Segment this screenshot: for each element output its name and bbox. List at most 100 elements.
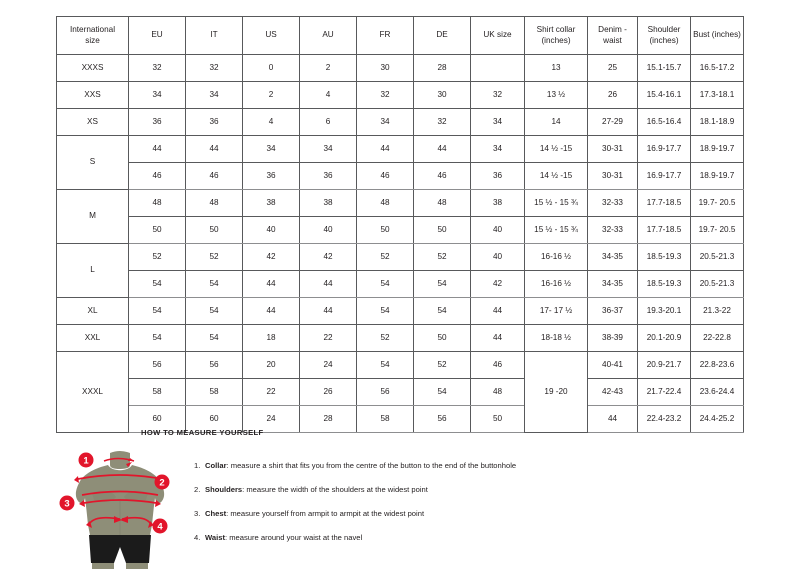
cell-de: 56	[413, 405, 471, 433]
cell-denim: 26	[587, 81, 638, 109]
cell-fr: 50	[356, 216, 414, 244]
measure-arrowtail-waist-right	[148, 521, 154, 528]
cell-size: XXXS	[56, 54, 129, 82]
table-row: XXS 34 34 2 4 32 30 32 13 ½ 26 15.4-16.1…	[56, 81, 744, 109]
table-row: XS 36 36 4 6 34 32 34 14 27-29 16.5-16.4…	[56, 108, 744, 136]
cell-denim: 25	[587, 54, 638, 82]
measure-arrowtail-waist-left	[86, 521, 92, 528]
measurement-figure-container: 1 2 3 4	[56, 443, 186, 571]
cell-uk	[470, 54, 525, 82]
cell-shoulder: 21.7-22.4	[637, 378, 691, 406]
cell-size-group: L	[56, 243, 129, 298]
cell-uk: 46	[470, 351, 525, 379]
cell-shoulder: 16.5-16.4	[637, 108, 691, 136]
cell-us: 40	[242, 216, 300, 244]
measure-arrowhead-collar-a	[128, 458, 134, 461]
cell-collar: 13 ½	[524, 81, 588, 109]
figure-shorts	[89, 535, 151, 563]
cell-it: 50	[185, 216, 243, 244]
cell-shoulder: 19.3-20.1	[637, 297, 691, 325]
cell-uk: 48	[470, 378, 525, 406]
cell-it: 54	[185, 270, 243, 298]
cell-bust: 16.5-17.2	[690, 54, 744, 82]
table-row: 60 60 24 28 58 56 50 44 22.4-23.2 24.4-2…	[57, 405, 744, 433]
column-header-international-size: International size	[56, 16, 129, 55]
table-row: XXL 54 54 18 22 52 50 44 18-18 ½ 38-39 2…	[56, 324, 744, 352]
measure-arrowhead-waist-left	[114, 516, 122, 523]
cell-fr: 54	[356, 351, 414, 379]
cell-de: 50	[413, 216, 471, 244]
cell-uk: 50	[470, 405, 525, 433]
cell-de: 52	[413, 243, 471, 271]
cell-bust: 19.7- 20.5	[690, 216, 744, 244]
column-header-fr: FR	[356, 16, 414, 55]
size-chart-table: International size EU IT US AU FR DE UK …	[56, 16, 744, 433]
marker-circle-3	[59, 495, 75, 511]
table-body: XXXS 32 32 0 2 30 28 13 25 15.1-15.7 16.…	[56, 54, 744, 433]
instruction-item-waist: 4. Waist: measure around your waist at th…	[194, 533, 756, 542]
header-line-1: Denim -	[598, 25, 627, 35]
instruction-term: Chest	[205, 508, 227, 518]
cell-us: 0	[242, 54, 300, 82]
cell-it: 44	[185, 135, 243, 163]
cell-denim: 30-31	[587, 162, 638, 190]
figure-center-shade	[119, 501, 121, 535]
instruction-term: Waist	[205, 532, 225, 542]
measure-arrowhead-chest-right	[155, 500, 161, 507]
cell-shoulder: 20.1-20.9	[637, 324, 691, 352]
header-line-1: Shoulder	[647, 25, 681, 35]
size-chart-table-container: International size EU IT US AU FR DE UK …	[56, 16, 744, 433]
measurement-instructions-list: 1. Collar: measure a shirt that fits you …	[186, 443, 756, 557]
table-row: XL 54 54 44 44 54 54 44 17- 17 ½ 36-37 1…	[56, 297, 744, 325]
measure-arrowhead-waist-right	[120, 516, 128, 523]
instruction-item-chest: 3. Chest: measure yourself from armpit to…	[194, 509, 756, 518]
cell-bust: 22-22.8	[690, 324, 744, 352]
column-header-shoulder: Shoulder (inches)	[637, 16, 691, 55]
cell-uk: 40	[470, 216, 525, 244]
cell-de: 32	[413, 108, 471, 136]
cell-denim: 34-35	[587, 243, 638, 271]
table-row: M 48 48 38 38 48 48 38 15 ½ - 15 ¾ 32-33…	[56, 189, 744, 244]
cell-it: 52	[185, 243, 243, 271]
cell-fr: 52	[356, 243, 414, 271]
cell-denim: 38-39	[587, 324, 638, 352]
cell-denim: 32-33	[587, 216, 638, 244]
cell-it: 54	[185, 297, 243, 325]
cell-denim: 34-35	[587, 270, 638, 298]
cell-bust: 20.5-21.3	[690, 270, 744, 298]
instruction-text: : measure yourself from armpit to armpit…	[226, 508, 425, 518]
cell-au: 42	[299, 243, 357, 271]
cell-size: XXS	[56, 81, 129, 109]
cell-de: 28	[413, 54, 471, 82]
measure-arrow-chest-upper	[81, 490, 159, 496]
cell-eu: 52	[128, 243, 186, 271]
cell-de: 54	[413, 297, 471, 325]
cell-size: XL	[56, 297, 129, 325]
instruction-number: 4.	[194, 532, 201, 542]
cell-bust: 20.5-21.3	[690, 243, 744, 271]
cell-collar: 14 ½ -15	[524, 135, 588, 163]
cell-denim: 40-41	[587, 351, 638, 379]
cell-us: 24	[242, 405, 300, 433]
marker-label-2: 2	[159, 478, 164, 489]
cell-size-group: M	[56, 189, 129, 244]
cell-uk: 40	[470, 243, 525, 271]
how-to-measure-title: HOW TO MEASURE YOURSELF	[141, 428, 264, 437]
cell-uk: 36	[470, 162, 525, 190]
marker-label-1: 1	[83, 456, 89, 467]
cell-collar: 15 ½ - 15 ¾	[524, 216, 588, 244]
column-header-eu: EU	[128, 16, 186, 55]
header-line-2: (inches)	[649, 35, 679, 45]
cell-fr: 32	[356, 81, 414, 109]
cell-it: 56	[185, 351, 243, 379]
cell-de: 54	[413, 270, 471, 298]
cell-it: 48	[185, 189, 243, 217]
cell-denim: 44	[587, 405, 638, 433]
figure-leg-right	[126, 563, 148, 569]
mannequin-figure-icon: 1 2 3 4	[59, 451, 170, 569]
cell-au: 40	[299, 216, 357, 244]
cell-us: 38	[242, 189, 300, 217]
cell-uk: 34	[470, 135, 525, 163]
measure-arrowhead-shoulders-left	[74, 476, 79, 483]
cell-bust: 23.6-24.4	[690, 378, 744, 406]
